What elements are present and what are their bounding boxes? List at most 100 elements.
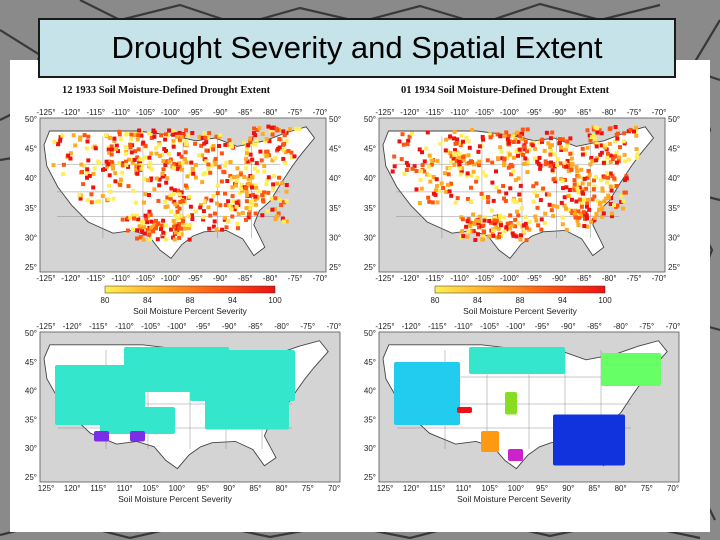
longitude-tick-top: -95° — [188, 108, 203, 117]
longitude-tick-top: -120° — [61, 108, 80, 117]
longitude-tick-top: -115° — [428, 322, 447, 331]
colorbar-tick-label: 84 — [473, 296, 482, 305]
longitude-tick-bottom: -70° — [652, 274, 667, 283]
longitude-tick-bottom: 80° — [615, 484, 627, 493]
latitude-tick-left: 40° — [25, 387, 37, 396]
latitude-tick-left: 45° — [25, 145, 37, 154]
longitude-tick-top: -95° — [527, 108, 542, 117]
longitude-tick-top: -80° — [602, 108, 617, 117]
latitude-tick-right: 25° — [668, 263, 680, 272]
latitude-tick-left: 40° — [364, 387, 376, 396]
longitude-tick-top: -90° — [222, 322, 237, 331]
longitude-tick-bottom: 105° — [142, 484, 159, 493]
longitude-tick-bottom: 70° — [667, 484, 679, 493]
colorbar-tick-label: 94 — [558, 296, 567, 305]
latitude-tick-left: 25° — [364, 263, 376, 272]
longitude-tick-top: -125° — [36, 108, 55, 117]
longitude-tick-bottom: 85° — [249, 484, 261, 493]
longitude-tick-top: -110° — [454, 322, 473, 331]
longitude-tick-top: -100° — [506, 322, 525, 331]
longitude-tick-top: -85° — [577, 108, 592, 117]
figure-title-1934: 01 1934 Soil Moisture-Defined Drought Ex… — [401, 85, 610, 96]
longitude-tick-top: -105° — [475, 108, 494, 117]
cluster-region — [457, 407, 472, 413]
longitude-tick-top: -125° — [375, 108, 394, 117]
drought-severity-cells — [51, 124, 302, 242]
longitude-tick-top: -100° — [161, 108, 180, 117]
latitude-tick-left: 50° — [364, 329, 376, 338]
cluster-region — [94, 431, 109, 442]
longitude-tick-top: -120° — [402, 322, 421, 331]
latitude-tick-right: 45° — [668, 145, 680, 154]
longitude-tick-bottom: -75° — [627, 274, 642, 283]
longitude-tick-bottom: 100° — [508, 484, 525, 493]
longitude-tick-bottom: -125° — [375, 274, 394, 283]
longitude-tick-top: -90° — [552, 108, 567, 117]
cluster-region — [130, 431, 145, 442]
longitude-tick-top: -125° — [375, 322, 394, 331]
latitude-tick-left: 25° — [25, 473, 37, 482]
longitude-tick-bottom: 95° — [197, 484, 209, 493]
latitude-tick-left: 50° — [25, 115, 37, 124]
longitude-tick-top: -90° — [213, 108, 228, 117]
longitude-tick-top: -125° — [36, 322, 55, 331]
longitude-tick-bottom: 125° — [377, 484, 394, 493]
longitude-tick-top: -70° — [652, 108, 667, 117]
longitude-tick-bottom: 90° — [562, 484, 574, 493]
longitude-tick-top: -75° — [627, 108, 642, 117]
longitude-tick-top: -115° — [87, 108, 106, 117]
latitude-tick-right: 25° — [329, 263, 341, 272]
longitude-tick-top: -120° — [400, 108, 419, 117]
longitude-tick-bottom: 75° — [302, 484, 314, 493]
longitude-tick-bottom: -75° — [288, 274, 303, 283]
longitude-tick-bottom: 125° — [38, 484, 55, 493]
longitude-tick-top: -110° — [450, 108, 469, 117]
longitude-tick-top: -105° — [136, 108, 155, 117]
longitude-tick-bottom: 95° — [536, 484, 548, 493]
colorbar-gradient — [434, 285, 606, 294]
latitude-tick-right: 35° — [668, 204, 680, 213]
longitude-tick-bottom: -70° — [313, 274, 328, 283]
colorbar-tick-label: 100 — [598, 296, 612, 305]
colorbar-tick-label: 94 — [228, 296, 237, 305]
latitude-tick-left: 35° — [364, 415, 376, 424]
slide-title: Drought Severity and Spatial Extent — [111, 30, 603, 65]
latitude-tick-left: 35° — [25, 204, 37, 213]
longitude-tick-top: -105° — [480, 322, 499, 331]
longitude-tick-bottom: -90° — [552, 274, 567, 283]
longitude-tick-bottom: -80° — [602, 274, 617, 283]
slide-title-box: Drought Severity and Spatial Extent — [38, 18, 676, 78]
longitude-tick-bottom: -100° — [161, 274, 180, 283]
longitude-tick-bottom: -105° — [475, 274, 494, 283]
longitude-tick-bottom: -105° — [136, 274, 155, 283]
longitude-tick-top: -70° — [666, 322, 681, 331]
latitude-tick-right: 40° — [668, 174, 680, 183]
latitude-tick-left: 30° — [364, 233, 376, 242]
latitude-tick-left: 35° — [25, 415, 37, 424]
latitude-tick-right: 50° — [668, 115, 680, 124]
longitude-tick-top: -70° — [313, 108, 328, 117]
longitude-tick-bottom: -110° — [450, 274, 469, 283]
longitude-tick-bottom: -115° — [426, 274, 445, 283]
longitude-tick-bottom: 110° — [117, 484, 133, 493]
cluster-region — [508, 449, 523, 461]
longitude-tick-bottom: -95° — [527, 274, 542, 283]
longitude-tick-top: -80° — [263, 108, 278, 117]
longitude-tick-top: -85° — [238, 108, 253, 117]
longitude-tick-top: -100° — [500, 108, 519, 117]
latitude-tick-left: 50° — [364, 115, 376, 124]
longitude-tick-top: -85° — [587, 322, 602, 331]
latitude-tick-right: 45° — [329, 145, 341, 154]
longitude-tick-bottom: -110° — [111, 274, 130, 283]
longitude-tick-bottom: -100° — [500, 274, 519, 283]
longitude-tick-top: -115° — [89, 322, 108, 331]
latitude-tick-left: 30° — [364, 444, 376, 453]
longitude-tick-bottom: 115° — [90, 484, 106, 493]
longitude-tick-top: -75° — [288, 108, 303, 117]
cluster-caption: Soil Moisture Percent Severity — [457, 494, 572, 504]
longitude-tick-top: -90° — [561, 322, 576, 331]
latitude-tick-left: 45° — [364, 358, 376, 367]
longitude-tick-bottom: 85° — [588, 484, 600, 493]
drought-cluster-regions — [55, 347, 295, 442]
cluster-region — [205, 384, 289, 430]
